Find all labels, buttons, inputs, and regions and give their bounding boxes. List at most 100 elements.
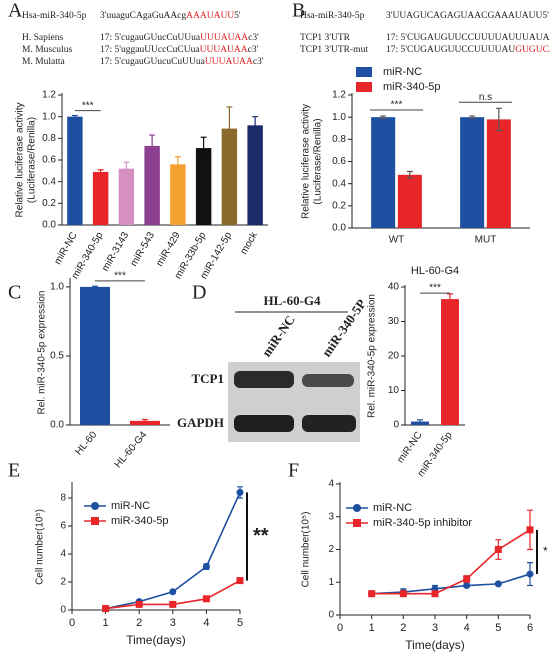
sequence-name: H. Sapiens [22, 33, 63, 43]
sequence-part: AC3' [549, 45, 550, 55]
y-tick-label: 1.0 [42, 111, 56, 122]
panel-label: D [192, 282, 206, 304]
x-tick-label: 1 [369, 622, 375, 634]
sequence-part: c3' [253, 57, 264, 67]
sequence-part: 5' [234, 11, 241, 21]
y-axis-label: Cell number(10⁵) [35, 509, 46, 585]
error-bar [252, 116, 259, 135]
point [202, 595, 210, 603]
legend-marker [91, 502, 99, 510]
legend-label: miR-NC [373, 502, 412, 514]
y-tick-label: 1.2 [42, 90, 56, 101]
error-bar [142, 418, 148, 423]
error-bar [469, 115, 476, 119]
point [202, 563, 210, 571]
y-tick-label: 0.0 [332, 223, 346, 234]
panel-label: A [8, 0, 23, 22]
bar [80, 286, 110, 425]
x-tick-label: 5 [237, 617, 243, 629]
sequence-name: M. Mulatta [22, 57, 66, 67]
legend-label: miR-NC [383, 66, 422, 78]
x-tick-label: 2 [400, 622, 406, 634]
y-tick-label: 0.8 [332, 134, 346, 145]
sequence-name: TCP1 3'UTR [300, 33, 351, 43]
annotation: *** [114, 271, 126, 282]
x-tick-label: 4 [464, 622, 470, 634]
y-tick-label: 0 [328, 610, 334, 621]
sequence-name: M. Musculus [22, 45, 72, 55]
sequence: 17: 5'cugauGUucCuUUuaUUUAUAAc3' [100, 33, 259, 43]
y-tick-label: 10 [388, 385, 400, 396]
bar [397, 174, 422, 228]
y-tick-label: 1.2 [332, 90, 346, 101]
y-tick-label: 4 [328, 479, 334, 490]
sequence-name: Hsa-miR-340-5p [22, 11, 87, 21]
error-bar [495, 107, 502, 132]
error-bar [123, 161, 130, 176]
y-tick-label: 0.4 [42, 176, 56, 187]
bar [67, 116, 83, 225]
series-line [371, 529, 531, 595]
x-tick-label: WT [389, 235, 405, 246]
sequence: 3'uuaguCAgaGuAAcgAAAUAUU5' [100, 11, 241, 21]
sequence-part: c3' [248, 45, 259, 55]
y-tick-label: 0.5 [50, 351, 64, 362]
x-tick-label: MUT [475, 235, 497, 246]
sequence-part: 3'UUAGUCAGAGUAACGAAAUAUU5' [386, 11, 549, 21]
y-tick-label: 20 [388, 351, 400, 362]
sequence-part: c3' [248, 33, 259, 43]
blot-band [234, 415, 294, 432]
y-axis-label: Rel. miR-340-5p expression [37, 291, 48, 415]
annotation: *** [391, 100, 403, 111]
y-tick-label: 3 [328, 511, 334, 522]
point [494, 546, 502, 553]
blot-lane: miR-340-5P [319, 296, 369, 359]
blot-row: TCP1 [192, 371, 225, 386]
x-tick-label: 0 [69, 617, 75, 629]
y-tick-label: 0.8 [42, 133, 56, 144]
point [526, 526, 534, 534]
legend-marker [353, 519, 361, 527]
error-bar [417, 419, 423, 424]
point [431, 590, 439, 598]
sequence-part: UUUAUAA [205, 57, 253, 67]
sequence-name: TCP1 3'UTR-mut [300, 45, 368, 55]
x-tick-label: 2 [136, 617, 142, 629]
error-bar [97, 169, 104, 175]
bar [170, 164, 186, 225]
sequence-part: UUUAUAA [200, 33, 248, 43]
series-line [371, 573, 531, 595]
y-tick-label: 0 [393, 420, 399, 431]
error-bar [406, 170, 413, 179]
annotation: *** [82, 100, 94, 111]
sequence-part: 17: 5'cugauGUucCuUUua [100, 33, 201, 43]
y-tick-label: 4 [60, 549, 66, 560]
x-tick-label: 0 [337, 622, 343, 634]
point [169, 588, 177, 596]
y-tick-label: 0.6 [332, 156, 346, 167]
bar [144, 145, 160, 225]
legend-label: miR-340-5p [383, 81, 440, 93]
error-bar [226, 106, 233, 151]
bar [371, 117, 396, 228]
legend-label: miR-340-5p inhibitor [373, 517, 472, 529]
error-bar [380, 115, 387, 119]
x-tick-label: 3 [170, 617, 176, 629]
bar [441, 299, 459, 425]
x-tick-label: 5 [495, 622, 501, 634]
error-bar [447, 293, 453, 305]
point [399, 590, 407, 598]
legend-marker [353, 504, 361, 512]
x-axis-label: Time(days) [405, 638, 465, 652]
panel-label: B [292, 0, 305, 22]
sequence-part: 3'uuaguCAgaGuAAcg [100, 11, 186, 21]
error-bar [174, 156, 181, 173]
x-tick-label: HL-60-G4 [113, 429, 150, 470]
x-tick-label: miR-NC [52, 230, 79, 266]
y-tick-label: 40 [388, 282, 400, 293]
sequence-name: Hsa-miR-340-5p [300, 11, 365, 21]
y-tick-label: 30 [388, 316, 400, 327]
y-axis-label: Cell number(10⁵) [301, 512, 312, 588]
legend-label: miR-NC [111, 500, 150, 512]
